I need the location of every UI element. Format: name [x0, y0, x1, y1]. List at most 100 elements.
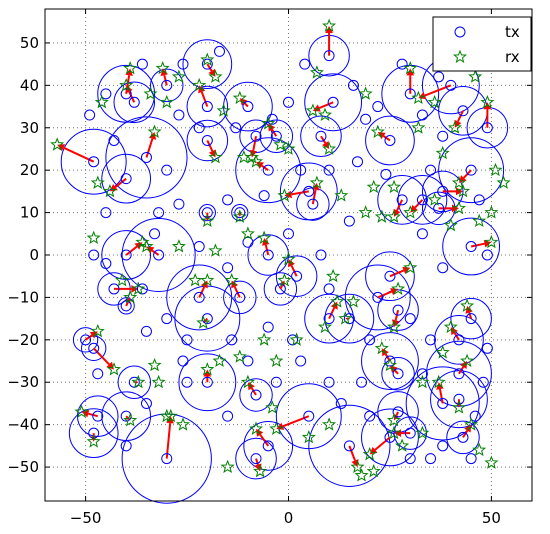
- tx-range-circle: [263, 272, 298, 306]
- tx-point: [92, 368, 104, 380]
- rx-point: [208, 243, 223, 257]
- rx-point: [224, 273, 239, 287]
- tx-point: [323, 313, 335, 325]
- tx-point: [80, 334, 92, 346]
- rx-point: [220, 459, 235, 474]
- link-arrow-shaft: [290, 265, 298, 277]
- tx-range-circle: [397, 175, 448, 225]
- tx-point: [437, 440, 449, 452]
- link-arrow-head: [89, 331, 98, 339]
- rx-point: [435, 145, 450, 160]
- link-arrow-shaft: [204, 317, 209, 322]
- tx-range-circle: [361, 332, 419, 390]
- rx-point: [155, 61, 170, 75]
- legend: tx rx: [432, 16, 532, 72]
- link-arrow-shaft: [374, 436, 391, 451]
- rx-point: [431, 374, 446, 389]
- link-arrow-shaft: [233, 286, 241, 298]
- link-arrow-head: [276, 422, 285, 430]
- tx-point: [153, 249, 165, 261]
- rx-point: [176, 417, 190, 431]
- link-arrow-shaft: [151, 249, 160, 256]
- rx-point: [484, 205, 499, 219]
- tx-point: [108, 134, 120, 146]
- rx-point: [472, 213, 487, 228]
- tx-point: [416, 194, 428, 206]
- rx-point: [277, 188, 292, 202]
- rx-point: [200, 52, 215, 66]
- rx-point: [281, 141, 296, 155]
- tx-point: [120, 88, 132, 100]
- rx-point: [317, 107, 332, 122]
- link-arrow-shaft: [145, 138, 154, 158]
- tx-range-circle: [239, 378, 273, 412]
- tx-range-circle: [405, 366, 480, 441]
- tx-point: [242, 355, 254, 367]
- link-arrow-head: [389, 365, 398, 373]
- tx-point: [120, 173, 132, 185]
- link-arrow-shaft: [470, 242, 485, 248]
- rx-point: [326, 268, 341, 283]
- rx-point: [435, 345, 450, 359]
- rx-point: [139, 239, 154, 253]
- tx-range-circle: [101, 153, 152, 204]
- rx-point: [90, 323, 105, 338]
- rx-point: [338, 311, 353, 325]
- tx-point: [360, 113, 372, 125]
- link-arrow-shaft: [311, 189, 317, 205]
- y-tick-label: −50: [7, 458, 39, 476]
- x-tick-label: 0: [284, 509, 294, 527]
- tx-range-circle: [365, 251, 415, 302]
- tx-point: [230, 122, 242, 134]
- tx-point: [234, 207, 246, 219]
- rx-point: [468, 69, 483, 83]
- tx-point: [177, 58, 189, 70]
- rx-point: [131, 281, 146, 295]
- rx-point: [123, 61, 138, 75]
- tx-point: [153, 207, 165, 219]
- link-arrow-shaft: [125, 302, 129, 307]
- rx-point: [411, 120, 426, 134]
- rx-point: [460, 298, 475, 312]
- rx-point: [301, 430, 316, 444]
- rx-point: [269, 353, 284, 368]
- link-arrow-shaft: [243, 102, 249, 108]
- y-tick-label: 30: [20, 119, 39, 137]
- link-arrow-head: [135, 380, 139, 384]
- rx-point: [354, 468, 369, 482]
- y-tick-label: −10: [7, 288, 39, 306]
- tx-point: [457, 105, 469, 117]
- tx-point: [283, 96, 294, 108]
- link-arrow-head: [81, 409, 90, 418]
- rx-point: [171, 69, 186, 83]
- tx-point: [469, 410, 481, 422]
- tx-range-circles: [60, 34, 509, 504]
- link-arrow-shaft: [453, 332, 460, 341]
- tx-point: [364, 410, 376, 422]
- link-arrow-shaft: [318, 101, 334, 110]
- y-tick-label: 20: [20, 161, 39, 179]
- tx-point: [173, 198, 185, 210]
- tx-point: [270, 130, 282, 142]
- rx-point: [480, 94, 495, 109]
- tx-point: [120, 300, 132, 312]
- tx-point: [437, 185, 449, 197]
- legend-box: [432, 16, 532, 72]
- tx-range-circle: [344, 264, 411, 331]
- tx-point: [416, 228, 428, 240]
- rx-point: [216, 103, 231, 117]
- tx-range-circle: [243, 421, 294, 471]
- rx-point: [395, 438, 410, 452]
- tx-point: [425, 334, 437, 346]
- tx-point: [262, 440, 274, 452]
- rx-point: [196, 315, 211, 329]
- tx-range-circle: [186, 85, 229, 128]
- link-arrow-head: [284, 190, 292, 199]
- link-arrow-shaft: [458, 366, 465, 375]
- rx-point: [200, 362, 215, 376]
- rx-point: [123, 413, 138, 427]
- link-arrow-head: [483, 239, 492, 248]
- tx-point: [445, 79, 457, 91]
- tx-point: [343, 440, 355, 452]
- rx-point: [403, 61, 418, 75]
